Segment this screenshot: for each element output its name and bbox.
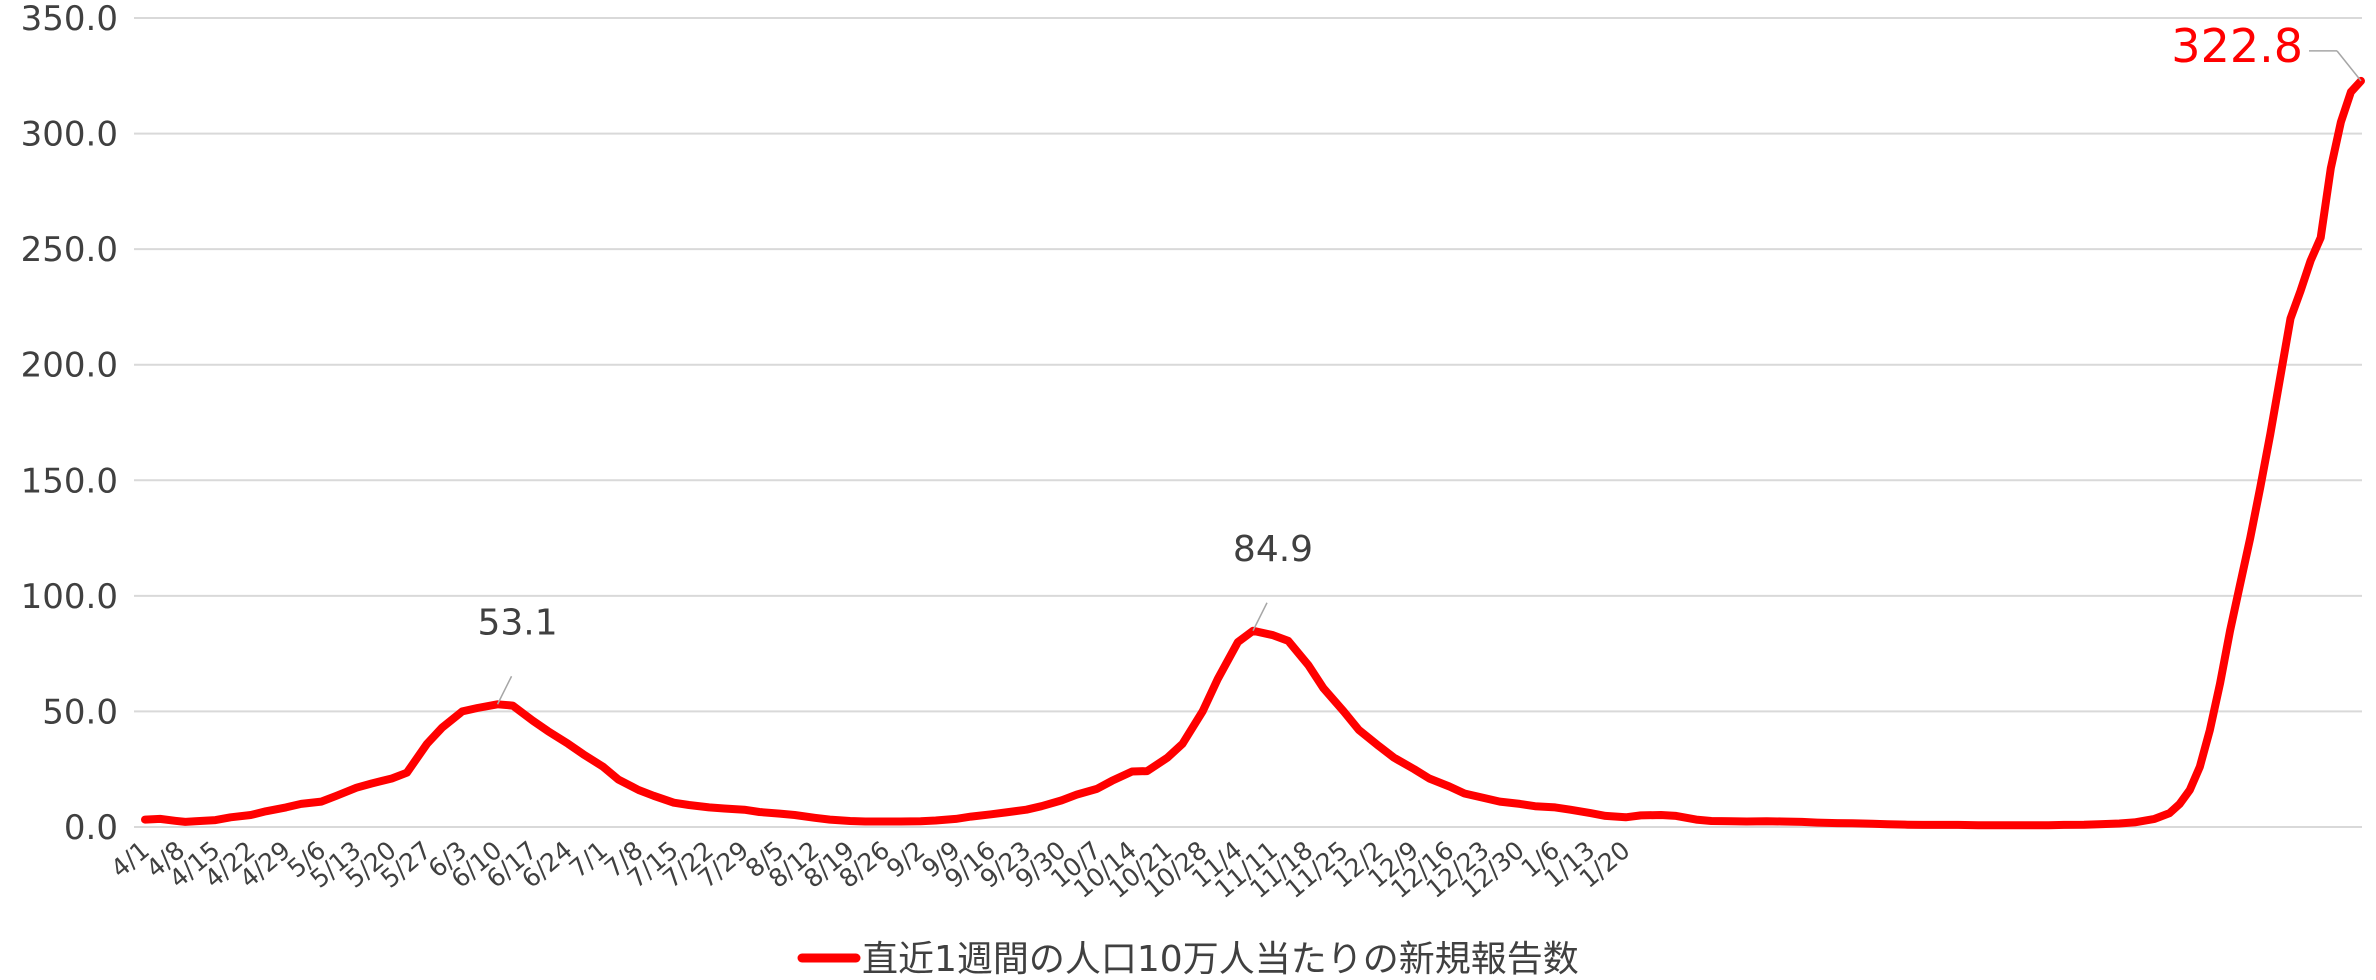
y-tick-label: 350.0 [21, 0, 118, 39]
annotation-leader [496, 675, 513, 705]
annotation-label: 84.9 [1233, 529, 1313, 570]
annotation-leader [2336, 50, 2362, 82]
legend: 直近1週間の人口10万人当たりの新規報告数 [797, 939, 1579, 980]
annotation-label: 322.8 [2171, 19, 2303, 73]
x-axis-ticks: 4/14/84/154/224/295/65/135/205/276/36/10… [105, 835, 1635, 904]
y-tick-label: 300.0 [21, 115, 118, 155]
data-annotations: 53.1 84.9 322.8 [477, 19, 2362, 705]
series-group [141, 76, 2365, 830]
y-tick-label: 250.0 [21, 230, 118, 270]
annotation-leader [1252, 602, 1268, 632]
y-tick-label: 0.0 [64, 808, 118, 848]
y-tick-label: 200.0 [21, 346, 118, 386]
annotation-label: 53.1 [477, 602, 557, 643]
y-tick-label: 50.0 [42, 692, 118, 732]
series-line-0 [141, 76, 2365, 830]
gridlines [134, 17, 2362, 828]
y-tick-label: 150.0 [21, 461, 118, 501]
y-tick-label: 100.0 [21, 577, 118, 617]
legend-label: 直近1週間の人口10万人当たりの新規報告数 [862, 939, 1579, 980]
y-axis-ticks: 0.0 50.0 100.0 150.0 200.0 250.0 300.0 350.0 [21, 0, 118, 848]
